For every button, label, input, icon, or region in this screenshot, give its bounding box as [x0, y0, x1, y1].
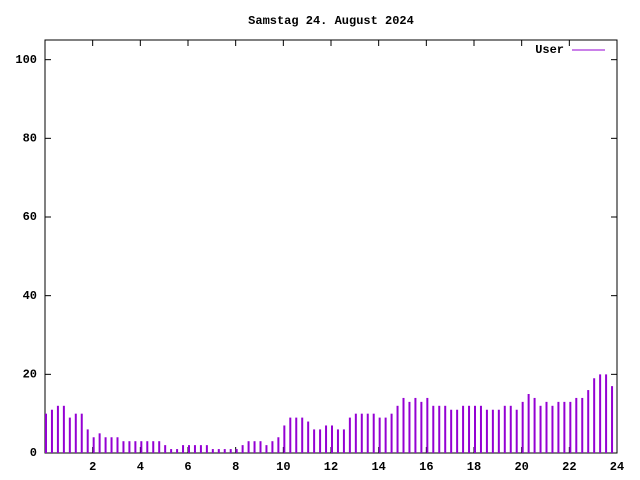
plot-frame	[44, 39, 618, 454]
x-tick-label: 20	[514, 460, 528, 474]
y-tick-label: 100	[15, 53, 37, 67]
x-tick-label: 12	[324, 460, 338, 474]
x-tick-label: 6	[184, 460, 191, 474]
y-tick-label: 40	[23, 289, 37, 303]
legend-label: User	[535, 43, 564, 57]
x-tick-label: 2	[89, 460, 96, 474]
chart-title: Samstag 24. August 2024	[248, 14, 414, 28]
x-tick-label: 8	[232, 460, 239, 474]
x-tick-label: 10	[276, 460, 290, 474]
x-tick-label: 24	[610, 460, 624, 474]
x-tick-label: 14	[371, 460, 385, 474]
y-tick-label: 60	[23, 210, 37, 224]
y-tick-label: 0	[30, 446, 37, 460]
y-tick-label: 20	[23, 368, 37, 382]
x-tick-label: 16	[419, 460, 433, 474]
x-tick-label: 22	[562, 460, 576, 474]
y-tick-label: 80	[23, 132, 37, 146]
x-tick-label: 18	[467, 460, 481, 474]
x-tick-label: 4	[137, 460, 144, 474]
